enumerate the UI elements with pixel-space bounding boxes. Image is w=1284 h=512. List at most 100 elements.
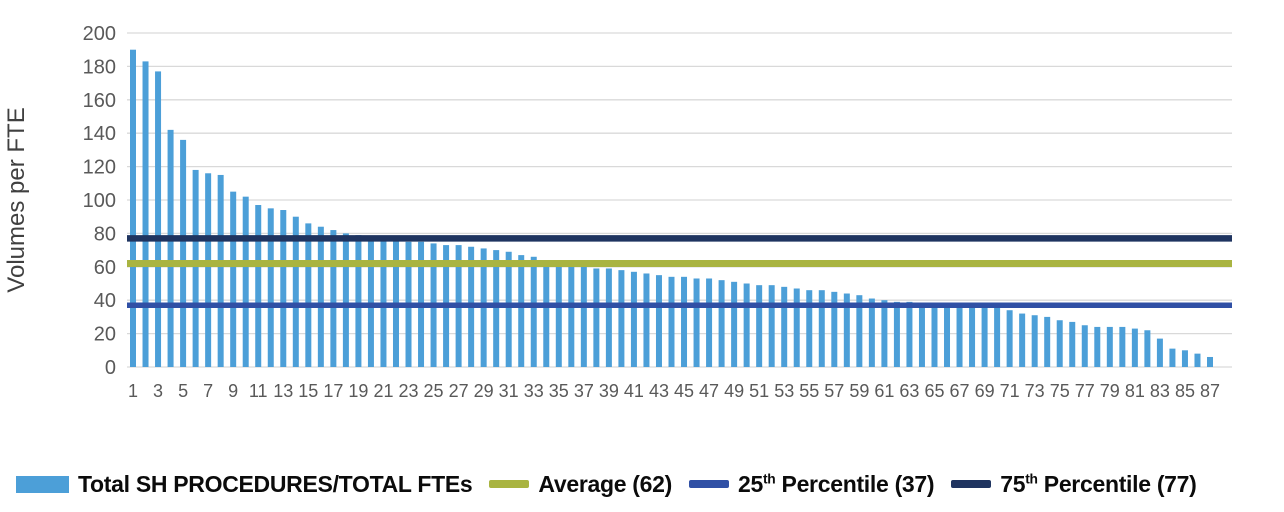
x-tick-label: 51: [749, 381, 769, 401]
bar: [1094, 326, 1101, 367]
legend-item-average: Average (62): [489, 471, 672, 498]
bar-chart: 0 20 40 60 80 100 120 140 160 180 200 1 3 5 7 9 11 13 15 17…: [3, 23, 1232, 401]
bar: [142, 61, 149, 367]
x-tick-label: 27: [449, 381, 469, 401]
x-tick-label: 71: [1000, 381, 1020, 401]
x-tick-label: 65: [924, 381, 944, 401]
bar: [292, 216, 299, 367]
legend-label-average: Average (62): [538, 470, 673, 497]
bar: [305, 223, 312, 367]
bar: [1169, 348, 1176, 367]
bar: [505, 251, 512, 367]
bar: [718, 280, 725, 367]
y-tick-label: 40: [94, 290, 116, 312]
bar: [793, 288, 800, 367]
bar: [205, 173, 212, 367]
x-tick-label: 55: [799, 381, 819, 401]
bar: [1131, 328, 1138, 367]
bar: [1181, 350, 1188, 367]
bar: [906, 301, 913, 367]
bar: [342, 233, 349, 367]
bar: [693, 278, 700, 367]
p75-line-swatch: [951, 480, 992, 488]
bar: [1044, 316, 1051, 367]
bar: [643, 273, 650, 367]
legend-item-p25: 25th Percentile (37): [689, 470, 935, 498]
bar: [981, 306, 988, 367]
x-tick-label: 47: [699, 381, 719, 401]
x-tick-label: 87: [1200, 381, 1220, 401]
y-tick-label: 80: [94, 223, 116, 245]
bar: [605, 268, 612, 367]
bar: [743, 283, 750, 367]
x-tick-label: 35: [549, 381, 569, 401]
bar: [355, 235, 362, 367]
bar: [931, 303, 938, 367]
x-tick-label: 61: [874, 381, 894, 401]
bar: [543, 260, 550, 367]
x-tick-label: 59: [849, 381, 869, 401]
legend-item-series: Total SH PROCEDURES/TOTAL FTEs: [16, 471, 473, 498]
bar: [856, 295, 863, 367]
bar: [230, 191, 237, 367]
bar: [956, 305, 963, 367]
bar: [1156, 338, 1163, 367]
bar: [167, 129, 174, 367]
bar: [630, 271, 637, 367]
bar: [1144, 330, 1151, 367]
x-tick-label: 21: [373, 381, 393, 401]
x-tick-label: 23: [398, 381, 418, 401]
bar: [944, 305, 951, 367]
bar: [130, 49, 136, 367]
x-tick-label: 1: [128, 381, 138, 401]
bar: [768, 285, 775, 367]
bar: [806, 290, 813, 367]
legend-label-p25: 25th Percentile (37): [738, 470, 935, 497]
series-swatch: [16, 475, 69, 493]
x-tick-label: 81: [1125, 381, 1145, 401]
y-tick-label: 100: [83, 190, 116, 212]
bar: [155, 71, 162, 367]
x-tick-label: 5: [178, 381, 188, 401]
x-tick-label: 43: [649, 381, 669, 401]
bar: [969, 305, 976, 367]
y-tick-label: 60: [94, 257, 116, 279]
bar: [618, 270, 625, 367]
x-tick-label: 13: [273, 381, 293, 401]
y-tick-label: 20: [94, 324, 116, 346]
x-tick-label: 25: [424, 381, 444, 401]
bar: [1031, 315, 1038, 367]
bar: [868, 298, 875, 367]
legend: Total SH PROCEDURES/TOTAL FTEs Average (…: [16, 463, 1276, 505]
bar: [267, 208, 274, 367]
bar: [555, 265, 562, 367]
bar: [280, 210, 287, 367]
x-tick-label: 19: [348, 381, 368, 401]
x-tick-label: 69: [975, 381, 995, 401]
bar: [1207, 356, 1213, 367]
bar: [1119, 326, 1126, 367]
y-tick-label: 200: [83, 23, 116, 45]
bar: [1106, 326, 1113, 367]
bar: [317, 226, 324, 367]
bar: [330, 230, 337, 367]
y-tick-label: 120: [83, 157, 116, 179]
x-tick-label: 79: [1100, 381, 1120, 401]
bar: [530, 256, 537, 367]
bar: [180, 139, 187, 367]
bar: [881, 300, 888, 367]
y-tick-label: 0: [105, 357, 116, 379]
legend-label-p75: 75th Percentile (77): [1000, 470, 1197, 497]
bar: [1081, 325, 1088, 367]
bar: [493, 250, 500, 367]
y-tick-label: 180: [83, 56, 116, 78]
x-tick-label: 11: [249, 381, 268, 401]
average-line-swatch: [489, 480, 530, 488]
x-tick-label: 15: [298, 381, 318, 401]
bar: [593, 268, 600, 367]
bar: [568, 266, 575, 367]
bar: [242, 196, 249, 367]
x-tick-label: 77: [1075, 381, 1095, 401]
bar: [518, 255, 525, 367]
